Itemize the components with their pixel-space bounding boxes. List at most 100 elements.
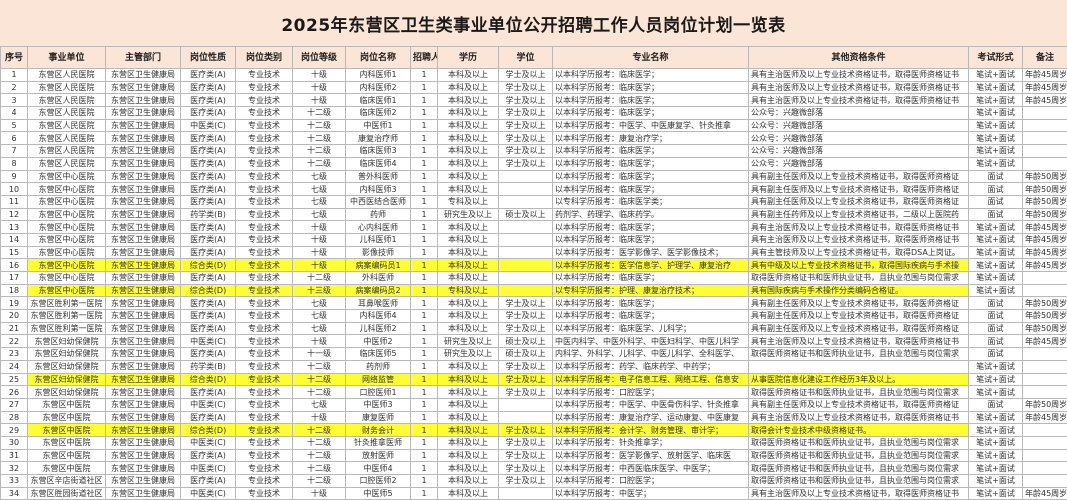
cell-post-nature: 医疗类(A) — [180, 131, 236, 146]
cell-department: 东营区卫生健康局 — [105, 156, 181, 171]
cell-post-nature: 中医类(C) — [180, 118, 236, 133]
cell-post-level: 七级 — [292, 397, 346, 412]
cell-remarks — [1022, 423, 1067, 437]
cell-post-name: 病案编码员2 — [345, 283, 411, 298]
cell-recruit-count: 1 — [410, 486, 438, 500]
cell-other-qualifications: 公众号：兴趣微部落 — [748, 156, 969, 171]
cell-seq: 29 — [0, 423, 28, 437]
cell-unit: 东营区中医院 — [27, 448, 106, 463]
cell-post-nature: 中医类(C) — [180, 435, 236, 450]
cell-remarks: 年龄50周岁 — [1022, 182, 1067, 196]
table-row: 16 东营区中心医院 东营区卫生健康局 综合类(D) 专业技术 十级 病案编码员1 1 本科及以… — [0, 258, 1067, 272]
cell-department: 东营区卫生健康局 — [105, 486, 181, 500]
cell-degree: 学士及以上 — [498, 144, 553, 158]
cell-remarks — [1022, 435, 1067, 450]
cell-recruit-count: 1 — [410, 169, 438, 184]
cell-remarks: 年龄50周岁 — [1022, 296, 1067, 311]
cell-major: 内科学、外科学、儿科学、中医儿科学、全科医学、 — [552, 347, 749, 361]
cell-degree: 学士及以上 — [498, 385, 553, 399]
cell-post-nature: 医疗类(A) — [180, 80, 236, 95]
cell-remarks: 年龄45周岁 — [1022, 220, 1067, 234]
header-row: 序号事业单位主管部门岗位性质岗位类别岗位等级岗位名称招聘人数学历学位专业名称其他… — [0, 46, 1067, 69]
cell-exam-form: 笔试+面试 — [968, 271, 1023, 285]
cell-department: 东营区卫生健康局 — [105, 385, 181, 399]
cell-education: 本科及以上 — [437, 232, 499, 247]
column-header-remarks: 备注 — [1022, 46, 1067, 69]
cell-post-nature: 医疗类(A) — [180, 347, 236, 361]
cell-degree — [498, 194, 553, 209]
cell-major: 以本科学历报考：临床医学； — [552, 156, 749, 171]
cell-post-name: 口腔医师2 — [345, 474, 411, 488]
cell-post-category: 专业技术 — [235, 334, 293, 349]
cell-post-name: 口腔医师1 — [345, 385, 411, 399]
cell-post-level: 十一级 — [292, 347, 346, 361]
cell-seq: 20 — [0, 309, 28, 323]
cell-degree: 学士及以上 — [498, 423, 553, 437]
cell-post-level: 十级 — [292, 245, 346, 260]
cell-seq: 15 — [0, 245, 28, 260]
cell-major: 以本科学历报考：临床医学、儿科学； — [552, 321, 749, 336]
cell-recruit-count: 1 — [410, 334, 438, 349]
cell-major: 以本科学历报考：临床医学； — [552, 271, 749, 285]
cell-remarks: 年龄50周岁 — [1022, 169, 1067, 184]
cell-post-nature: 医疗类(A) — [180, 474, 236, 488]
cell-post-level: 十二级 — [292, 106, 346, 120]
table-row: 27 东营区中医院 东营区卫生健康局 中医类(C) 专业技术 七级 中医师3 1 本科及以上 以本… — [0, 397, 1067, 412]
cell-seq: 1 — [0, 68, 28, 82]
cell-degree: 学士及以上 — [498, 321, 553, 336]
cell-other-qualifications: 具有主治医师及以上专业技术资格证书，取得医师资格证书 — [748, 68, 969, 82]
cell-department: 东营区卫生健康局 — [105, 245, 181, 260]
page-title: 2025年东营区卫生类事业单位公开招聘工作人员岗位计划一览表 — [281, 15, 786, 36]
cell-post-category: 专业技术 — [235, 461, 293, 475]
cell-post-level: 十二级 — [292, 474, 346, 488]
cell-post-name: 临床医师5 — [345, 347, 411, 361]
table-row: 33 东营区辛店街道社区 东营区卫生健康局 医疗类(A) 专业技术 十二级 口腔医师2 1 本科… — [0, 474, 1067, 488]
cell-remarks: 年龄45周岁 — [1022, 232, 1067, 247]
cell-recruit-count: 1 — [410, 245, 438, 260]
cell-education: 本科及以上 — [437, 423, 499, 437]
cell-exam-form: 面试 — [968, 207, 1023, 222]
cell-post-category: 专业技术 — [235, 474, 293, 488]
cell-unit: 东营区胜园街道社区 — [27, 486, 106, 500]
cell-post-level: 十二级 — [292, 271, 346, 285]
cell-education: 本科及以上 — [437, 397, 499, 412]
cell-seq: 34 — [0, 486, 28, 500]
cell-remarks — [1022, 359, 1067, 374]
cell-degree: 学士及以上 — [498, 68, 553, 82]
cell-seq: 17 — [0, 271, 28, 285]
cell-other-qualifications: 具有主治医师及以上专业技术资格证书，取得医师资格证书 — [748, 486, 969, 500]
cell-remarks — [1022, 347, 1067, 361]
cell-post-level: 十级 — [292, 93, 346, 108]
cell-major: 以本科学历报考：临床医学； — [552, 144, 749, 158]
cell-post-nature: 医疗类(A) — [180, 321, 236, 336]
cell-unit: 东营区中心医院 — [27, 283, 106, 298]
cell-post-category: 专业技术 — [235, 220, 293, 234]
cell-seq: 12 — [0, 207, 28, 222]
cell-remarks — [1022, 448, 1067, 463]
cell-post-nature: 综合类(D) — [180, 372, 236, 387]
cell-post-name: 内科医师3 — [345, 182, 411, 196]
cell-remarks: 年龄45周岁 — [1022, 258, 1067, 272]
cell-other-qualifications: 取得会计专业技术中级资格证书。 — [748, 423, 969, 437]
cell-recruit-count: 1 — [410, 385, 438, 399]
cell-remarks: 年龄45周岁 — [1022, 80, 1067, 95]
cell-education: 本科及以上 — [437, 435, 499, 450]
cell-degree: 学士及以上 — [498, 131, 553, 146]
cell-post-nature: 药学类(B) — [180, 359, 236, 374]
cell-recruit-count: 1 — [410, 474, 438, 488]
cell-post-category: 专业技术 — [235, 106, 293, 120]
cell-post-category: 专业技术 — [235, 486, 293, 500]
cell-degree: 硕士及以上 — [498, 334, 553, 349]
cell-degree — [498, 486, 553, 500]
cell-post-name: 康复医师 — [345, 410, 411, 425]
cell-seq: 22 — [0, 334, 28, 349]
column-header-seq: 序号 — [0, 46, 28, 69]
cell-post-category: 专业技术 — [235, 359, 293, 374]
cell-post-level: 七级 — [292, 182, 346, 196]
table-row: 7 东营区人民医院 东营区卫生健康局 医疗类(A) 专业技术 十二级 临床医师3 1 本科及以上… — [0, 144, 1067, 158]
cell-post-category: 专业技术 — [235, 347, 293, 361]
cell-post-level: 十二级 — [292, 359, 346, 374]
cell-education: 本科及以上 — [437, 271, 499, 285]
cell-seq: 9 — [0, 169, 28, 184]
cell-seq: 7 — [0, 144, 28, 158]
